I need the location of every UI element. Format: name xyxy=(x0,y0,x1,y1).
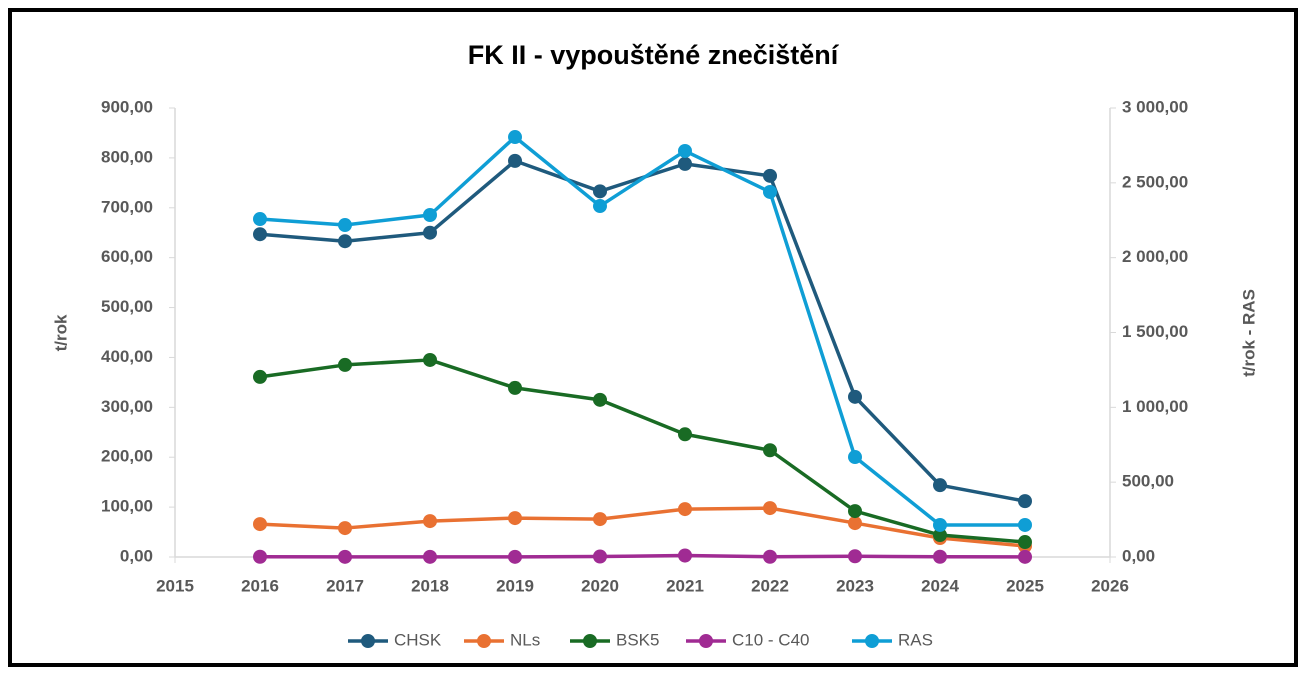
legend-marker xyxy=(583,634,597,648)
data-point xyxy=(338,234,352,249)
data-point xyxy=(593,549,607,564)
data-point xyxy=(423,549,437,564)
y-axis-label: t/rok xyxy=(51,314,70,351)
data-point xyxy=(508,549,522,564)
data-point xyxy=(338,357,352,372)
data-point xyxy=(593,392,607,407)
data-point xyxy=(423,514,437,529)
data-point xyxy=(1018,494,1032,509)
data-point xyxy=(423,352,437,367)
y-tick-label: 100,00 xyxy=(101,497,153,516)
x-tick-label: 2020 xyxy=(581,576,619,595)
data-point xyxy=(848,516,862,531)
y-tick-label: 500,00 xyxy=(101,297,153,316)
data-point xyxy=(253,212,267,227)
y2-tick-label: 2 500,00 xyxy=(1122,172,1188,191)
data-point xyxy=(933,549,947,564)
y-tick-label: 600,00 xyxy=(101,247,153,266)
x-tick-label: 2024 xyxy=(921,576,959,595)
y2-tick-label: 2 000,00 xyxy=(1122,247,1188,266)
data-point xyxy=(593,184,607,199)
data-point xyxy=(593,512,607,527)
x-tick-label: 2017 xyxy=(326,576,364,595)
legend-label: C10 - C40 xyxy=(732,630,809,649)
data-point xyxy=(848,450,862,465)
data-point xyxy=(933,528,947,543)
data-point xyxy=(678,143,692,158)
data-point xyxy=(678,548,692,563)
x-tick-label: 2025 xyxy=(1006,576,1044,595)
y-tick-label: 200,00 xyxy=(101,447,153,466)
chart-border xyxy=(8,8,1298,667)
y2-tick-label: 1 500,00 xyxy=(1122,322,1188,341)
data-point xyxy=(338,218,352,233)
x-tick-label: 2016 xyxy=(241,576,279,595)
x-tick-label: 2026 xyxy=(1091,576,1129,595)
legend-marker xyxy=(477,634,491,648)
legend-marker xyxy=(699,634,713,648)
legend-label: CHSK xyxy=(394,630,442,649)
data-point xyxy=(423,225,437,240)
series-line xyxy=(259,358,1026,544)
x-tick-label: 2022 xyxy=(751,576,789,595)
data-point xyxy=(678,427,692,442)
x-tick-label: 2019 xyxy=(496,576,534,595)
data-point xyxy=(253,369,267,384)
legend-label: BSK5 xyxy=(616,630,659,649)
data-point xyxy=(763,168,777,183)
data-point xyxy=(763,549,777,564)
data-point xyxy=(678,156,692,171)
data-point xyxy=(253,517,267,532)
series-line xyxy=(259,553,1026,559)
data-point xyxy=(933,478,947,493)
legend-label: RAS xyxy=(898,630,933,649)
data-point xyxy=(338,521,352,536)
series-line xyxy=(259,135,1025,527)
x-tick-label: 2018 xyxy=(411,576,449,595)
x-tick-label: 2023 xyxy=(836,576,874,595)
y-tick-label: 900,00 xyxy=(101,97,153,116)
data-point xyxy=(508,511,522,526)
y-tick-label: 800,00 xyxy=(101,147,153,166)
data-point xyxy=(678,502,692,517)
data-point xyxy=(338,549,352,564)
y-tick-label: 300,00 xyxy=(101,397,153,416)
data-point xyxy=(593,199,607,214)
data-point xyxy=(763,184,777,199)
series-line xyxy=(259,506,1026,548)
data-point xyxy=(253,227,267,242)
data-point xyxy=(848,549,862,564)
x-tick-label: 2015 xyxy=(156,576,194,595)
data-point xyxy=(848,504,862,519)
data-point xyxy=(763,501,777,516)
data-point xyxy=(508,380,522,395)
y-tick-label: 0,00 xyxy=(120,546,153,565)
y-tick-label: 400,00 xyxy=(101,347,153,366)
data-point xyxy=(253,549,267,564)
y-tick-label: 700,00 xyxy=(101,197,153,216)
y2-tick-label: 3 000,00 xyxy=(1122,97,1188,116)
x-tick-label: 2021 xyxy=(666,576,704,595)
legend-label: NLs xyxy=(510,630,540,649)
data-point xyxy=(508,130,522,145)
data-point xyxy=(933,517,947,532)
chart-title: FK II - vypouštěné znečištění xyxy=(468,40,840,70)
y2-tick-label: 1 000,00 xyxy=(1122,397,1188,416)
data-point xyxy=(1018,549,1032,564)
data-point xyxy=(1018,517,1032,532)
data-point xyxy=(508,153,522,168)
data-point xyxy=(423,208,437,223)
legend-marker xyxy=(865,634,879,648)
data-point xyxy=(1018,535,1032,550)
y2-tick-label: 500,00 xyxy=(1122,472,1174,491)
data-point xyxy=(848,389,862,404)
y2-axis-label: t/rok - RAS xyxy=(1239,289,1258,377)
data-point xyxy=(763,443,777,458)
legend-marker xyxy=(361,634,375,648)
y2-tick-label: 0,00 xyxy=(1122,546,1155,565)
